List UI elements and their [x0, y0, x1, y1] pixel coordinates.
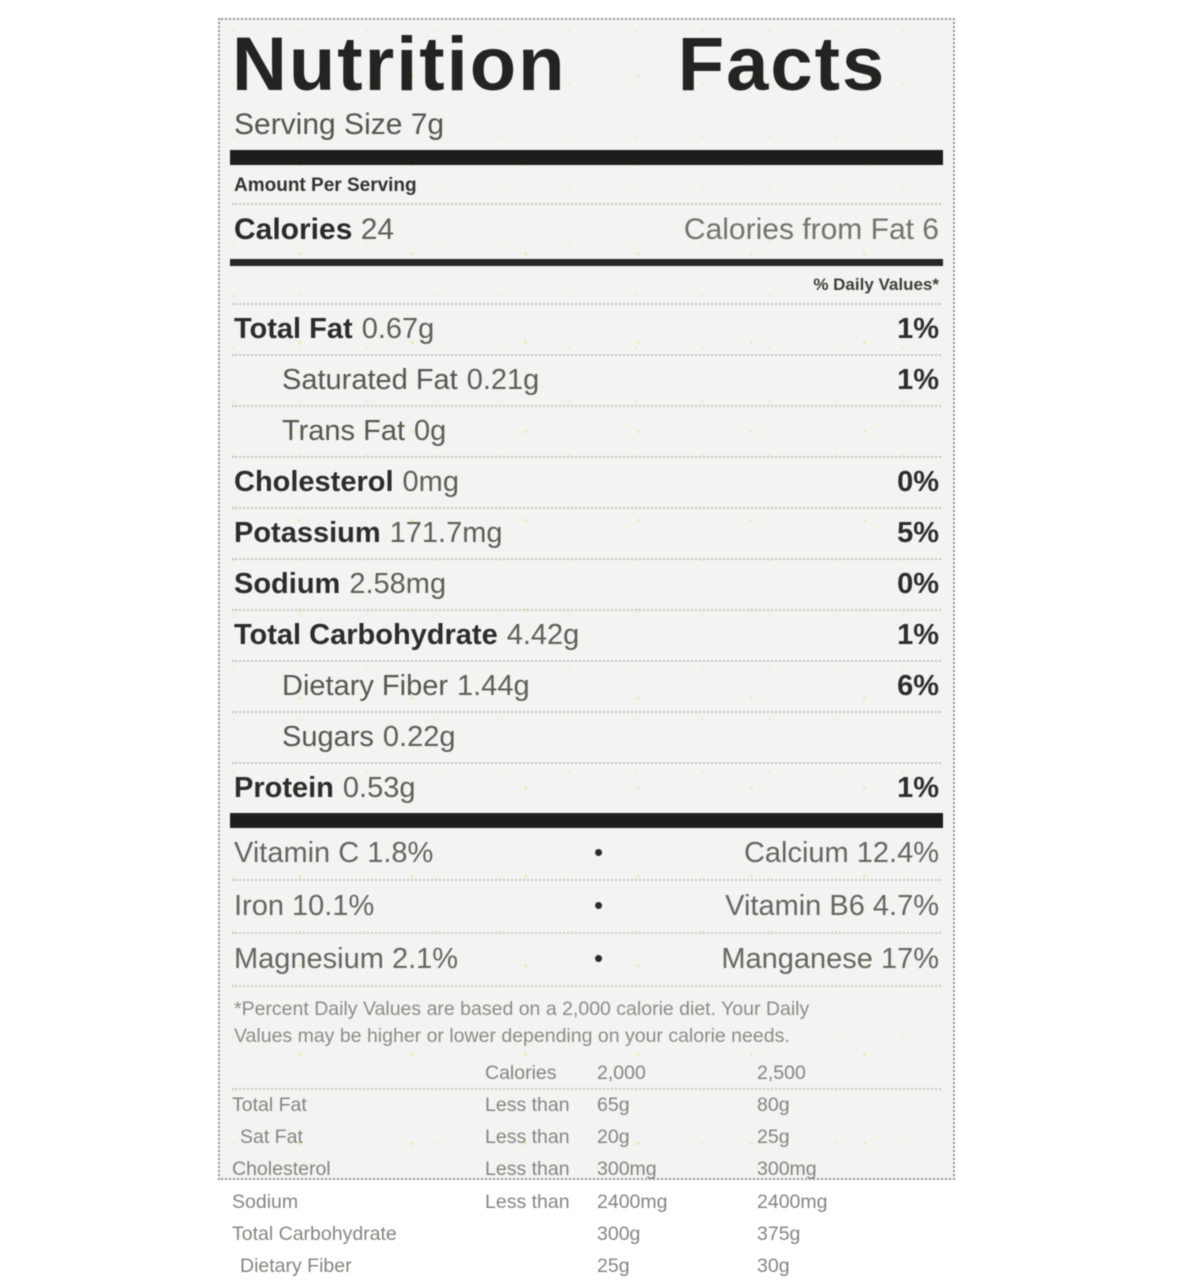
nutrient-name: Dietary Fiber	[282, 669, 448, 702]
nutrient-value: 171.7mg	[389, 516, 503, 549]
amount-per-serving: Amount Per Serving	[234, 174, 417, 196]
nutrient-value: 0mg	[402, 465, 459, 498]
calories-value: 24	[360, 212, 395, 246]
label-title: Nutrition Facts	[232, 22, 887, 107]
row-condition: Less than	[485, 1158, 570, 1181]
row-value-2000: 300g	[597, 1223, 641, 1246]
nutrient-row-saturated-fat: Saturated Fat 0.21g 1%	[232, 353, 941, 405]
serving-size: Serving Size 7g	[234, 107, 445, 141]
nutrient-name: Sodium	[234, 567, 341, 600]
row-condition: Less than	[485, 1190, 570, 1213]
bullet-separator-icon: •	[594, 836, 604, 867]
row-value-2000: 2400mg	[597, 1190, 668, 1213]
nutrient-name: Sugars	[282, 720, 374, 753]
header-2500: 2,500	[757, 1062, 806, 1085]
row-value-2500: 2400mg	[757, 1190, 828, 1213]
nutrient-row-total-carbohydrate: Total Carbohydrate 4.42g 1%	[232, 608, 941, 660]
nutrient-value: 0.67g	[361, 312, 435, 345]
calories-row: Calories 24 Calories from Fat 6	[232, 202, 941, 259]
row-value-2500: 30g	[757, 1255, 790, 1278]
nutrient-row-potassium: Potassium 171.7mg 5%	[232, 506, 941, 558]
dv-table-row-cholesterol: Cholesterol Less than 300mg 300mg	[232, 1154, 941, 1186]
nutrient-row-total-fat: Total Fat 0.67g 1%	[232, 302, 941, 354]
nutrient-name: Saturated Fat	[282, 363, 458, 396]
manganese: Manganese 17%	[721, 942, 939, 975]
nutrient-value: 4.42g	[506, 618, 580, 651]
row-value-2500: 300mg	[757, 1158, 817, 1181]
nutrient-value: 1.44g	[457, 669, 530, 702]
nutrient-name: Protein	[234, 771, 334, 804]
nutrient-row-cholesterol: Cholesterol 0mg 0%	[232, 455, 941, 507]
vitamin-row-2: Iron 10.1% • Vitamin B6 4.7%	[232, 878, 941, 932]
nutrient-name: Total Carbohydrate	[234, 618, 498, 651]
daily-values-header: % Daily Values*	[813, 274, 939, 294]
row-value-2000: 25g	[597, 1255, 630, 1278]
vitamin-row-3: Magnesium 2.1% • Manganese 17%	[232, 931, 941, 985]
nutrient-daily-value: 0%	[897, 465, 939, 498]
vitamin-c: Vitamin C 1.8%	[234, 836, 434, 869]
nutrient-name: Potassium	[234, 516, 381, 549]
row-value-2000: 65g	[597, 1093, 630, 1116]
nutrient-row-dietary-fiber: Dietary Fiber 1.44g 6%	[232, 659, 941, 711]
footnote-line-2: Values may be higher or lower depending …	[234, 1024, 790, 1047]
dv-table-row-total-carbohydrate: Total Carbohydrate 300g 375g	[232, 1219, 941, 1251]
row-value-2000: 300mg	[597, 1158, 657, 1181]
row-value-2500: 80g	[757, 1093, 790, 1116]
magnesium: Magnesium 2.1%	[234, 942, 459, 975]
nutrient-value: 2.58mg	[349, 567, 447, 600]
row-value-2500: 375g	[757, 1223, 801, 1246]
bullet-separator-icon: •	[594, 889, 604, 920]
nutrient-value: 0g	[414, 414, 447, 447]
nutrient-row-sodium: Sodium 2.58mg 0%	[232, 557, 941, 609]
dv-table-row-sodium: Sodium Less than 2400mg 2400mg	[232, 1187, 941, 1219]
dv-table-row-total-fat: Total Fat Less than 65g 80g	[232, 1090, 941, 1122]
row-value-2000: 20g	[597, 1125, 630, 1148]
thick-divider-top	[230, 149, 943, 165]
daily-values-footnote: *Percent Daily Values are based on a 2,0…	[232, 984, 941, 1055]
dv-table-header: Calories 2,000 2,500	[232, 1058, 941, 1090]
nutrient-daily-value: 6%	[897, 669, 939, 702]
nutrient-daily-value: 5%	[897, 516, 939, 549]
calcium: Calcium 12.4%	[743, 836, 939, 869]
nutrient-daily-value: 1%	[897, 771, 939, 804]
row-name: Sodium	[232, 1190, 299, 1213]
row-value-2500: 25g	[757, 1125, 790, 1148]
nutrient-row-protein: Protein 0.53g 1%	[232, 761, 941, 813]
nutrient-name: Total Fat	[234, 312, 353, 345]
nutrient-value: 0.22g	[382, 720, 456, 753]
nutrient-daily-value: 1%	[897, 363, 939, 396]
row-name: Total Fat	[232, 1093, 307, 1116]
vitamin-b6: Vitamin B6 4.7%	[725, 889, 939, 922]
medium-divider	[230, 258, 943, 266]
calories-amount: Calories 24	[234, 213, 394, 247]
nutrient-daily-value: 1%	[897, 312, 939, 345]
row-condition: Less than	[485, 1125, 570, 1148]
footnote-line-1: *Percent Daily Values are based on a 2,0…	[234, 997, 810, 1020]
nutrient-name: Trans Fat	[282, 414, 406, 447]
row-name: Dietary Fiber	[240, 1255, 352, 1278]
row-name: Sat Fat	[240, 1125, 303, 1148]
nutrient-daily-value: 1%	[897, 618, 939, 651]
header-2000: 2,000	[597, 1062, 646, 1085]
header-calories: Calories	[485, 1062, 557, 1085]
nutrient-daily-value: 0%	[897, 567, 939, 600]
nutrition-facts-label: Nutrition Facts Serving Size 7g Amount P…	[218, 18, 955, 1277]
nutrient-row-sugars: Sugars 0.22g	[232, 710, 941, 762]
dv-table-row-dietary-fiber: Dietary Fiber 25g 30g	[232, 1251, 941, 1283]
nutrient-value: 0.21g	[466, 363, 540, 396]
row-name: Cholesterol	[232, 1158, 331, 1181]
row-condition: Less than	[485, 1093, 570, 1116]
row-name: Total Carbohydrate	[232, 1223, 397, 1246]
vitamin-row-1: Vitamin C 1.8% • Calcium 12.4%	[232, 828, 941, 879]
daily-values-table: Calories 2,000 2,500 Total Fat Less than…	[232, 1058, 941, 1284]
nutrient-name: Cholesterol	[234, 465, 394, 498]
thick-divider-bottom	[230, 812, 943, 828]
bullet-separator-icon: •	[594, 942, 604, 973]
nutrient-row-trans-fat: Trans Fat 0g	[232, 404, 941, 456]
iron: Iron 10.1%	[234, 889, 375, 922]
nutrient-value: 0.53g	[342, 771, 416, 804]
calories-from-fat: Calories from Fat 6	[683, 212, 939, 246]
calories-label: Calories	[234, 212, 353, 246]
dv-table-row-sat-fat: Sat Fat Less than 20g 25g	[232, 1122, 941, 1154]
